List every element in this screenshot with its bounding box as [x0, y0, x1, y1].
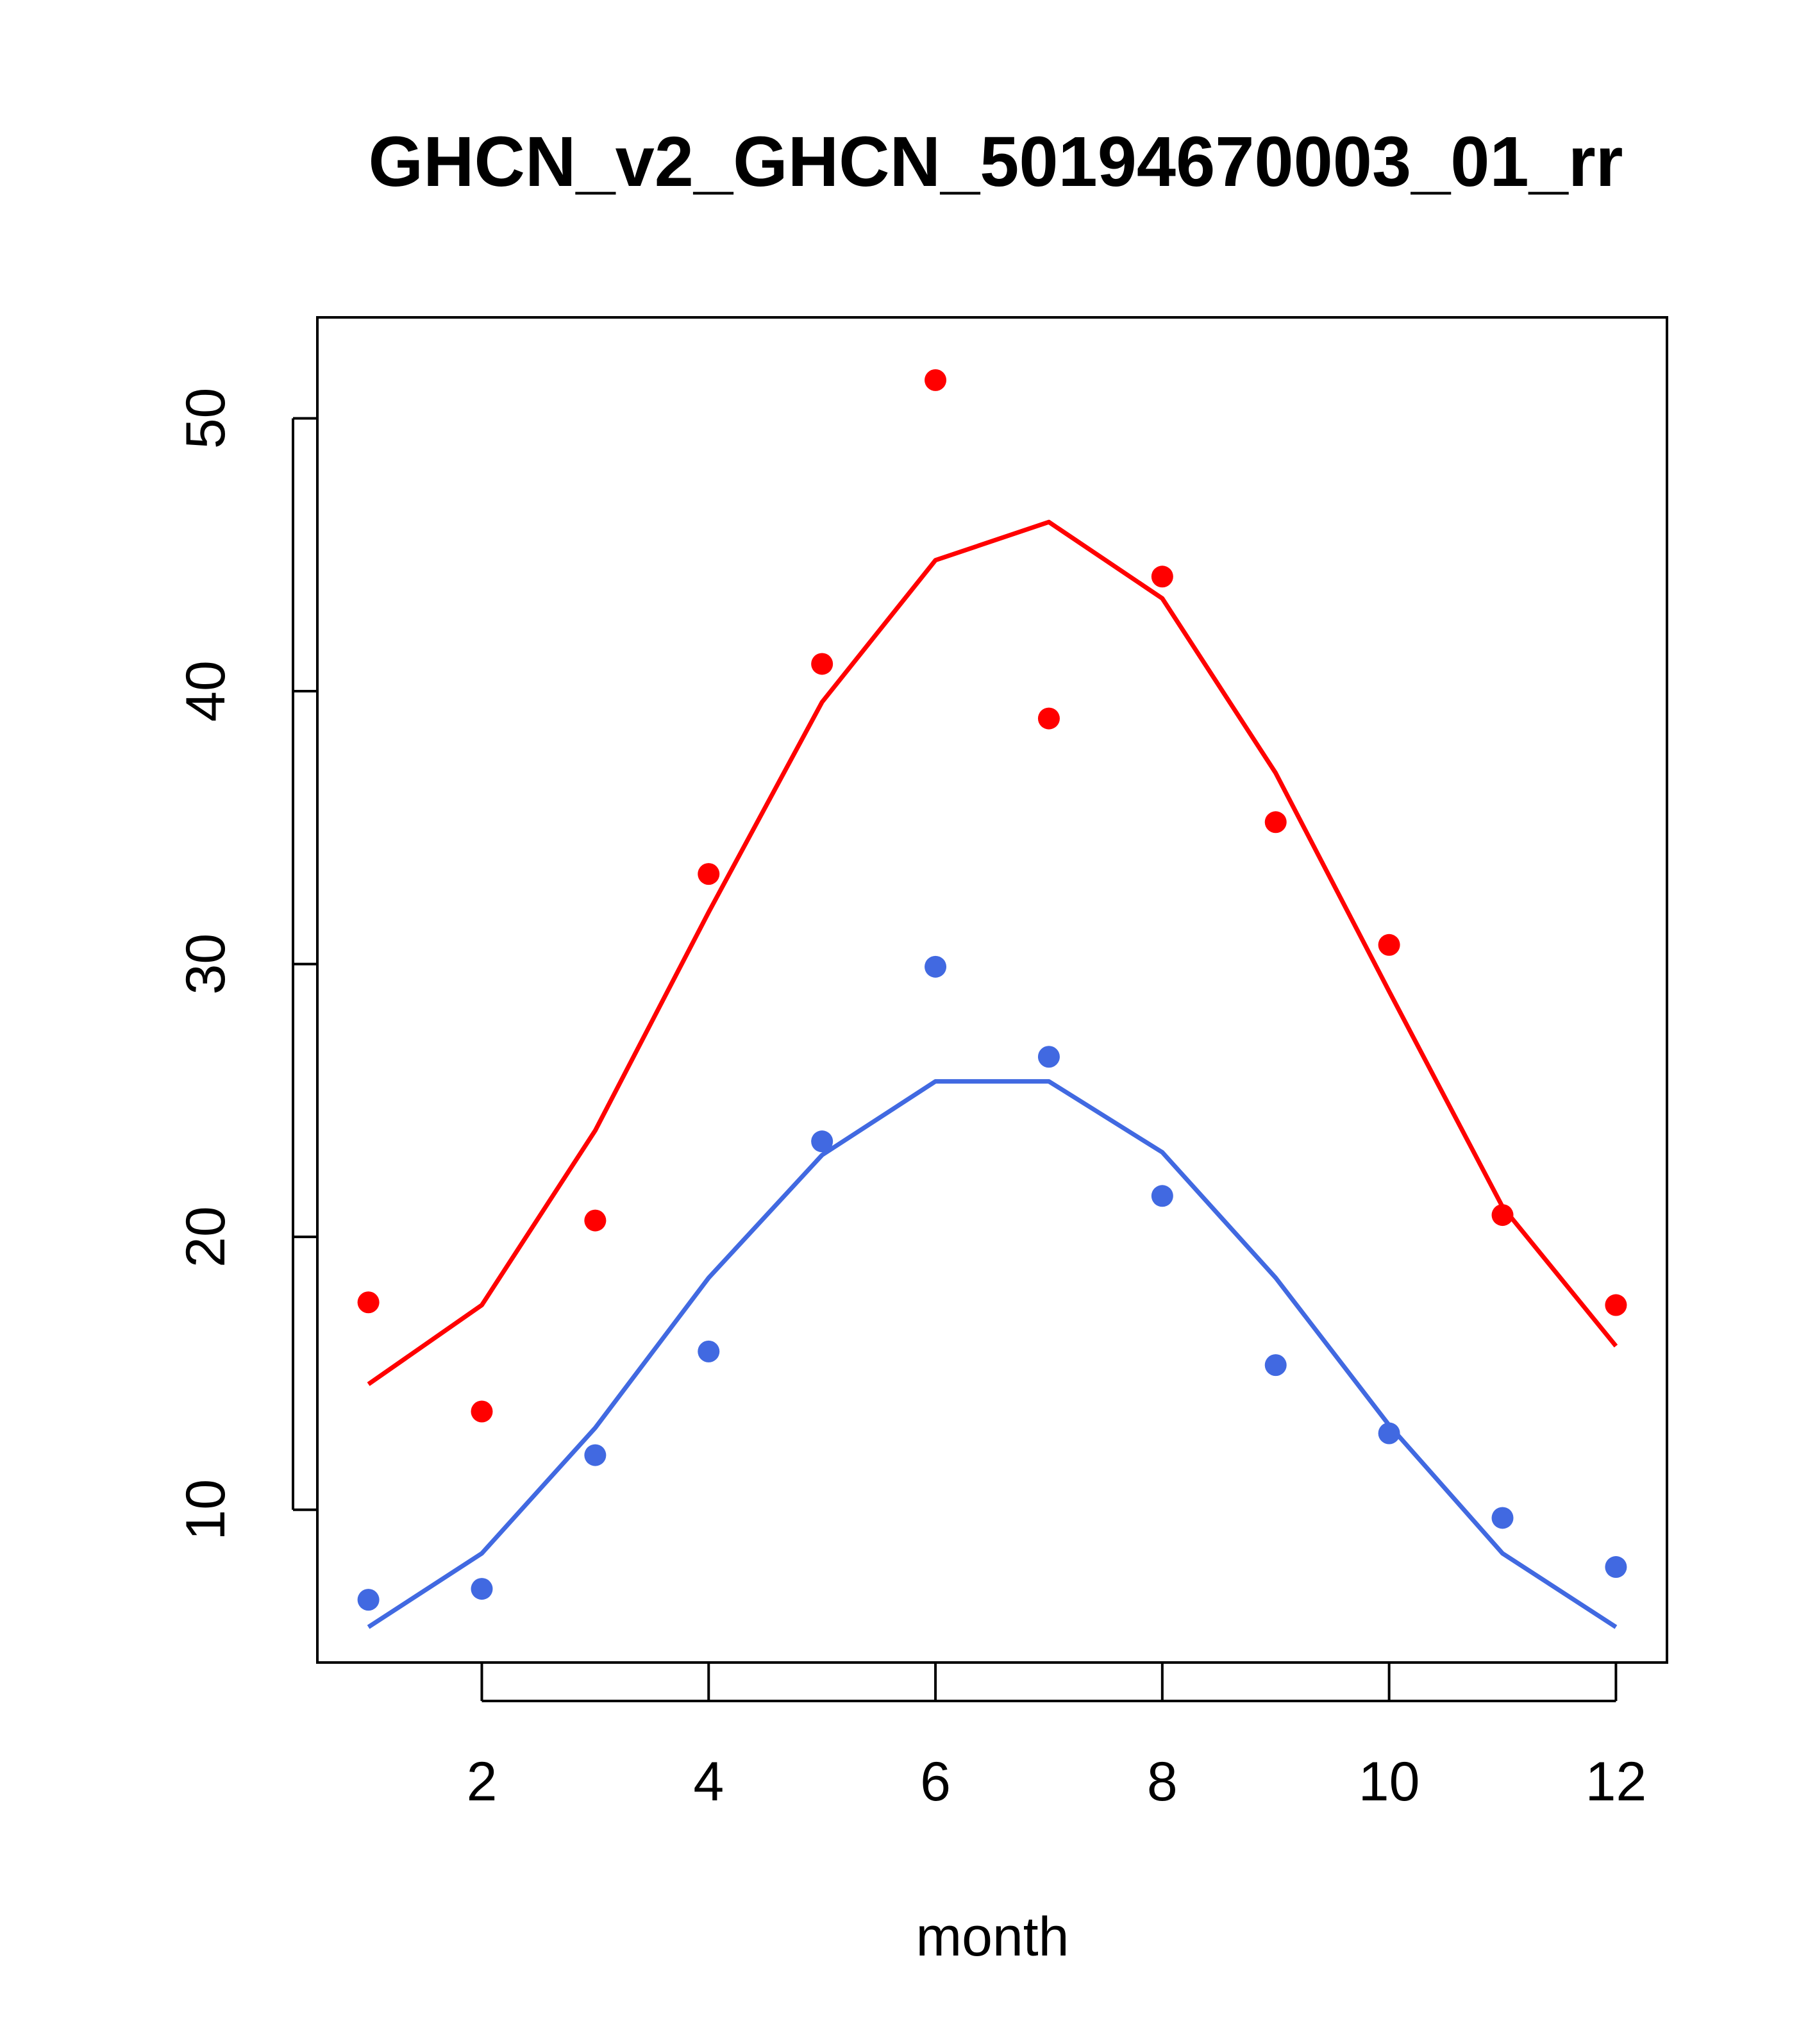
series-2-point [357, 1589, 380, 1611]
series-2-point [1151, 1185, 1173, 1207]
x-tick-label: 10 [1359, 1751, 1420, 1813]
x-tick-label: 6 [920, 1751, 951, 1813]
series-2-point [925, 955, 947, 978]
series-2-point [1037, 1046, 1060, 1068]
series-1-point [925, 369, 947, 391]
x-tick-label: 2 [467, 1751, 498, 1813]
x-tick-label: 4 [693, 1751, 724, 1813]
x-axis: 2 4 6 8 10 12 [467, 1663, 1647, 1813]
series-layer [357, 369, 1627, 1629]
series-2 [357, 955, 1627, 1629]
series-2-point [1605, 1556, 1627, 1579]
series-1-point [811, 653, 833, 675]
chart-title: GHCN_v2_GHCN_50194670003_01_rr [369, 122, 1623, 201]
series-2-point [698, 1340, 720, 1362]
series-2-point [1378, 1422, 1400, 1445]
x-tick-label: 8 [1147, 1751, 1178, 1813]
series-2-point [1264, 1354, 1287, 1377]
y-tick-label: 50 [175, 388, 237, 449]
series-1-point [1151, 565, 1173, 588]
series-1 [357, 369, 1627, 1423]
series-1-point [1264, 811, 1287, 834]
series-1-point [1491, 1204, 1514, 1227]
y-tick-label: 30 [175, 934, 237, 995]
x-axis-label: month [916, 1906, 1069, 1968]
series-1-point [471, 1400, 493, 1423]
series-1-point [584, 1209, 607, 1232]
x-tick-label: 12 [1586, 1751, 1647, 1813]
y-tick-label: 10 [175, 1479, 237, 1541]
series-1-point [1605, 1294, 1627, 1316]
series-1-point [1378, 934, 1400, 956]
series-1-point [357, 1291, 380, 1314]
y-axis: 10 20 30 40 50 [175, 388, 317, 1541]
plot-frame [316, 316, 1668, 1664]
y-tick-label: 40 [175, 660, 237, 722]
series-2-point [584, 1444, 607, 1466]
series-1-point [1037, 707, 1060, 730]
series-2-point [471, 1578, 493, 1600]
series-2-line [367, 1079, 1618, 1629]
y-tick-label: 20 [175, 1206, 237, 1268]
series-2-point [811, 1130, 833, 1153]
series-2-point [1491, 1507, 1514, 1529]
series-1-point [698, 863, 720, 885]
series-1-line [367, 519, 1618, 1386]
